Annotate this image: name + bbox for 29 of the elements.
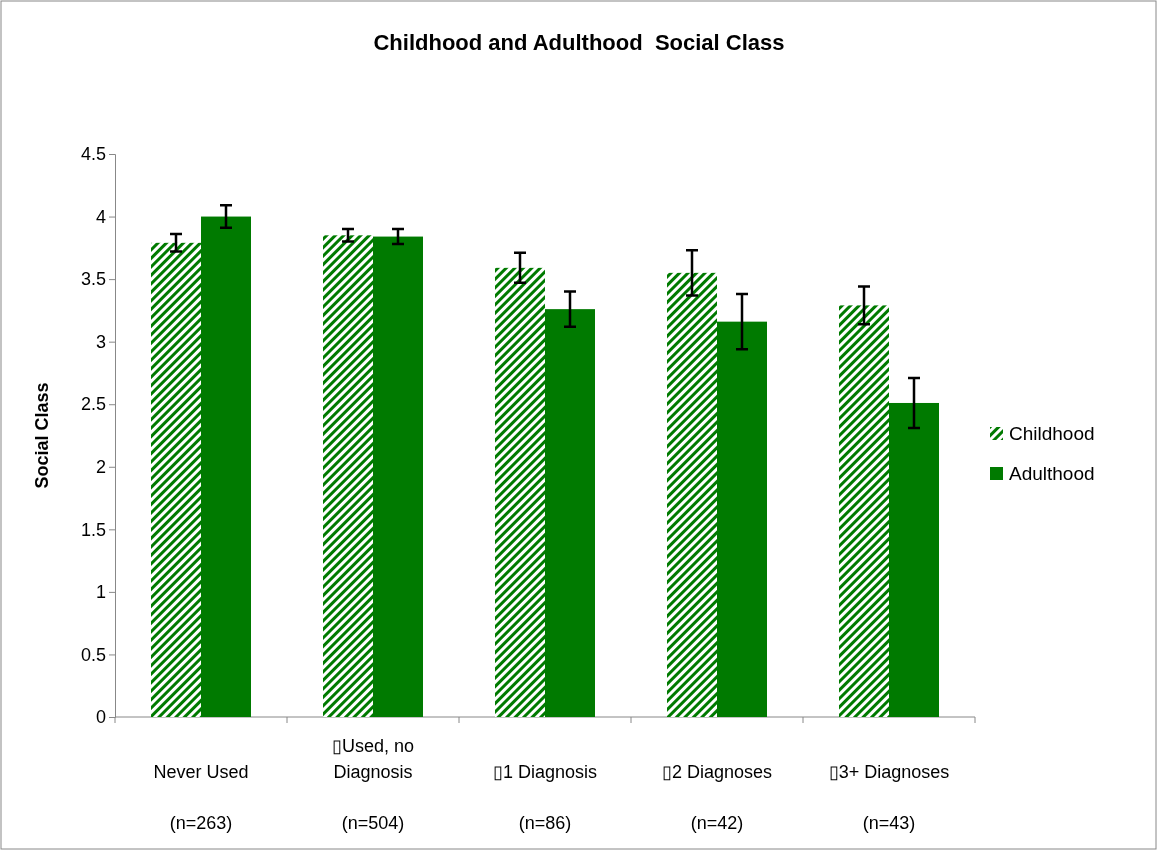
y-tick-label: 3.5 [80,269,106,290]
bar [323,235,373,717]
category-label: ▯2 Diagnoses (n=42) [661,762,773,833]
legend-label: Adulthood [1009,463,1095,484]
bar [717,321,767,717]
bar [151,242,201,717]
bar [495,267,545,717]
bar [373,236,423,717]
y-tick-label: 4.5 [80,144,106,165]
y-tick-label: 1.5 [80,519,106,540]
y-tick-label: 2.5 [80,394,106,415]
y-tick-label: 0.5 [80,644,106,665]
bar [201,216,251,717]
legend-label: Childhood [1009,423,1095,444]
category-label: ▯Used, no Diagnosis (n=504) [331,736,415,833]
y-tick-label: 1 [95,582,106,603]
y-tick-label: 2 [95,457,106,478]
y-axis-title: Social Class [32,382,52,489]
bar [839,305,889,717]
bar [545,309,595,717]
category-label: Never Used (n=263) [153,762,249,833]
category-label: ▯1 Diagnosis (n=86) [492,762,598,833]
chart-title: Childhood and Adulthood Social Class [373,30,785,55]
y-tick-label: 4 [95,206,106,227]
bar [889,402,939,717]
y-tick-label: 3 [95,331,106,352]
category-label: ▯3+ Diagnoses (n=43) [828,762,950,833]
bar [667,272,717,717]
y-tick-label: 0 [95,707,106,728]
